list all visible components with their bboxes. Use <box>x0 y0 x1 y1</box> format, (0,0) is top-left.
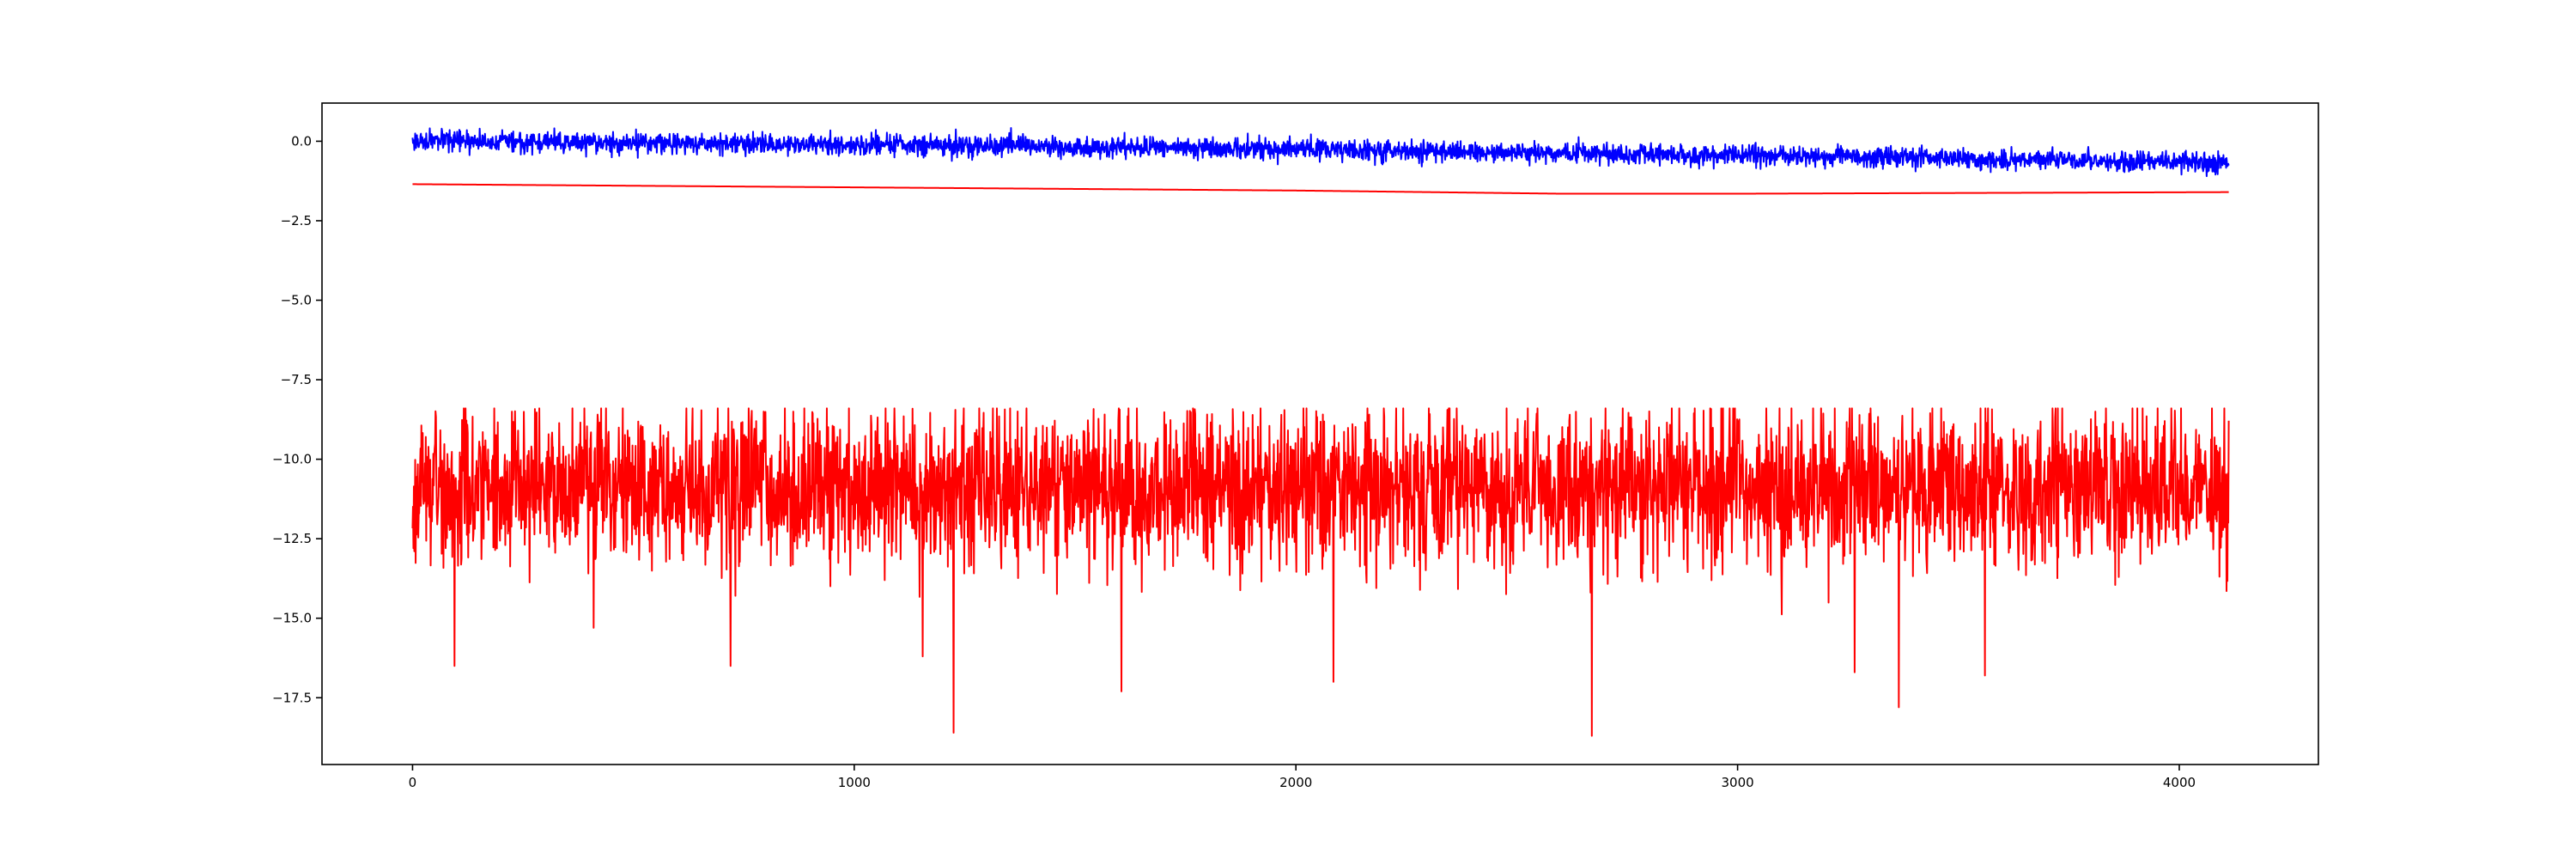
series-line-0 <box>411 127 2230 178</box>
y-tick-label: −17.5 <box>272 690 312 705</box>
x-axis: 0 1000 2000 3000 4000 <box>409 765 2196 790</box>
x-tick-label: 3000 <box>1721 775 1753 790</box>
y-tick-label: 0.0 <box>291 133 312 149</box>
y-tick-label: −12.5 <box>272 531 312 546</box>
series-layer <box>411 127 2230 737</box>
x-tick-label: 0 <box>409 775 417 790</box>
y-tick-label: −5.0 <box>281 293 312 308</box>
y-axis: 0.0 −2.5 −5.0 −7.5 −10.0 −12.5 −15.0 −17.5 <box>272 133 322 705</box>
series-line-1 <box>411 183 2230 195</box>
x-tick-label: 2000 <box>1279 775 1312 790</box>
y-tick-label: −2.5 <box>281 213 312 228</box>
y-tick-label: −7.5 <box>281 372 312 387</box>
x-tick-label: 1000 <box>838 775 871 790</box>
y-tick-label: −15.0 <box>272 611 312 626</box>
y-tick-label: −10.0 <box>272 452 312 467</box>
x-tick-label: 4000 <box>2163 775 2196 790</box>
series-line-2 <box>411 407 2230 737</box>
plot-frame <box>321 102 2319 765</box>
